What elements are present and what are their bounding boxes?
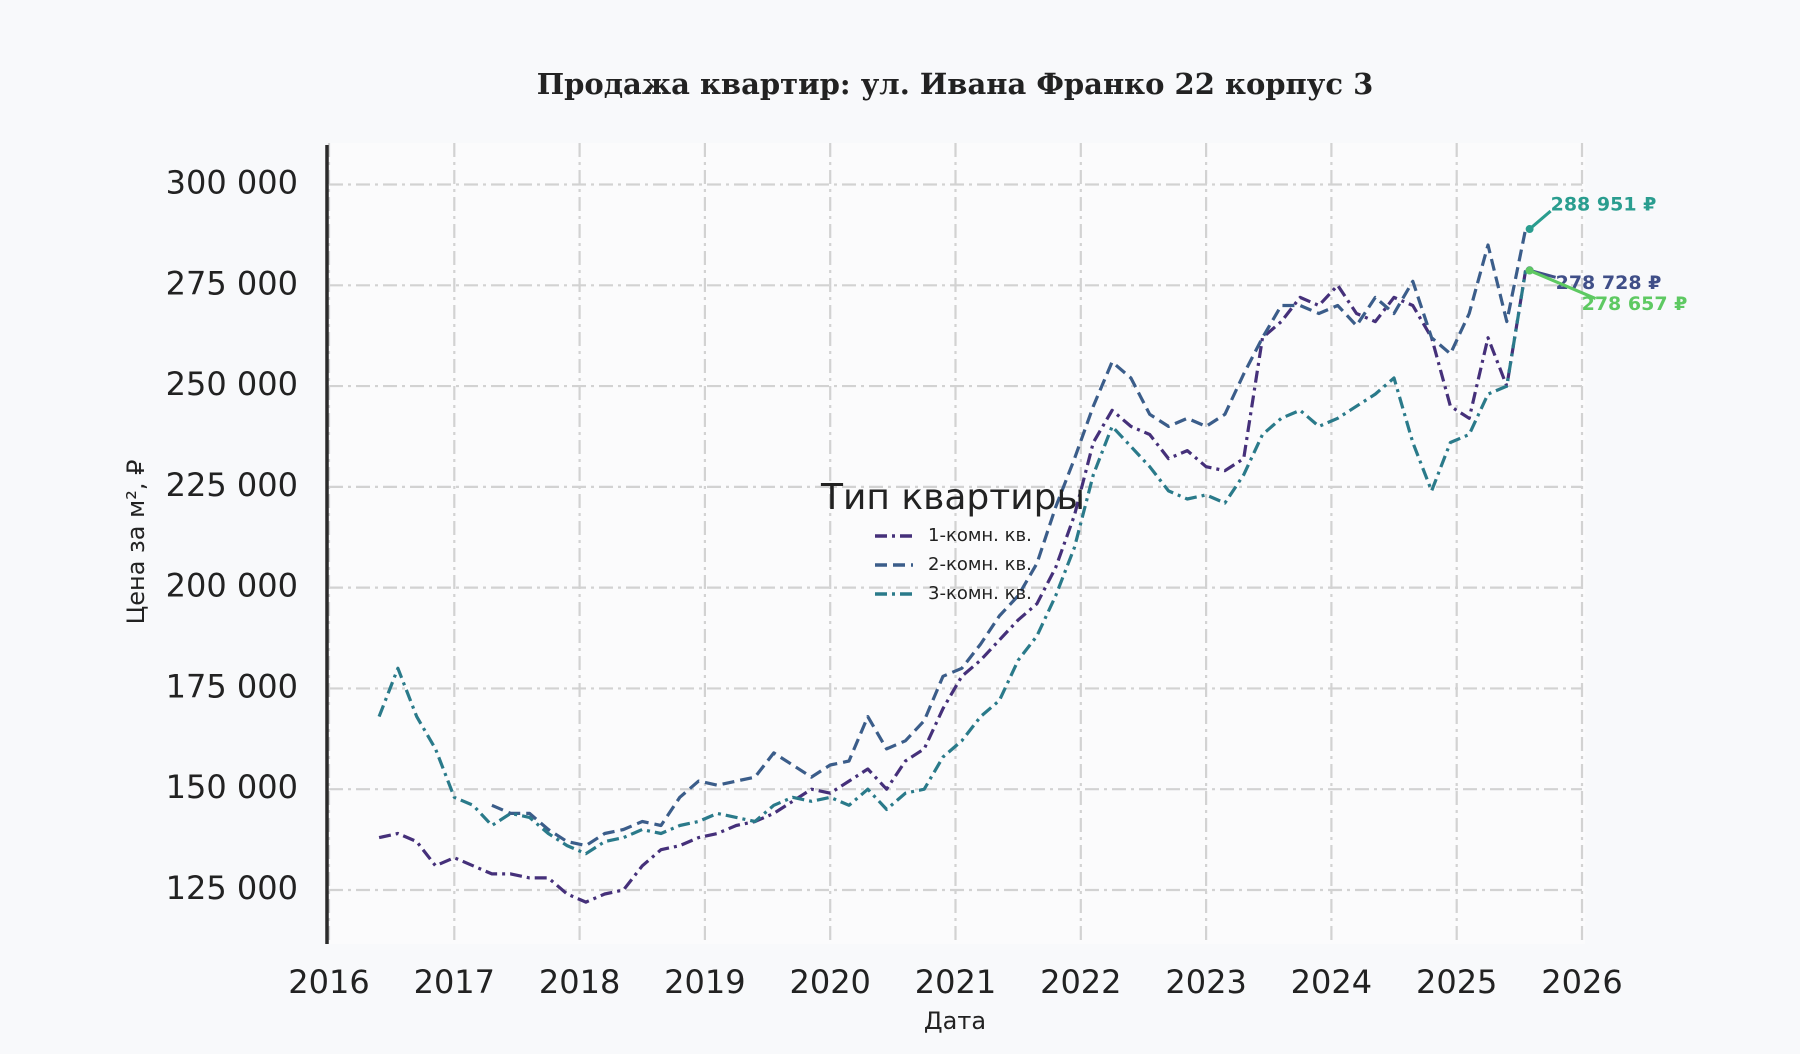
x-tick-label: 2021 (915, 963, 996, 1001)
series-line (377, 270, 1528, 856)
annotation-arrow-head (1525, 225, 1534, 234)
series-line (491, 228, 1528, 848)
annotation-label: 278 728 ₽ (1556, 272, 1662, 294)
x-tick-label: 2019 (664, 963, 745, 1001)
annotation-arrow (1528, 209, 1552, 231)
annotation-label: 288 951 ₽ (1551, 194, 1657, 216)
x-tick-label: 2022 (1040, 963, 1121, 1001)
y-tick-label: 225 000 (166, 466, 298, 504)
x-axis-label: Дата (924, 1007, 986, 1035)
chart-title: Продажа квартир: ул. Ивана Франко 22 кор… (537, 67, 1374, 101)
x-tick-label: 2024 (1291, 963, 1372, 1001)
y-tick-label: 200 000 (166, 567, 298, 605)
y-tick-label: 175 000 (166, 667, 298, 705)
y-tick-label: 275 000 (166, 264, 298, 302)
annotation-label: 278 657 ₽ (1582, 293, 1688, 315)
legend-label: 3-комн. кв. (928, 583, 1032, 604)
legend-label: 2-комн. кв. (928, 554, 1032, 575)
legend-label: 1-комн. кв. (928, 525, 1032, 546)
legend-title: Тип квартиры (820, 477, 1085, 518)
x-tick-label: 2023 (1165, 963, 1246, 1001)
y-tick-label: 125 000 (166, 869, 298, 907)
x-tick-label: 2025 (1416, 963, 1497, 1001)
y-tick-label: 300 000 (166, 164, 298, 202)
annotation-arrow (1529, 269, 1597, 300)
y-tick-label: 150 000 (166, 768, 298, 806)
annotation-arrow-head (1525, 266, 1534, 275)
x-tick-label: 2026 (1541, 963, 1622, 1001)
x-tick-label: 2020 (789, 963, 870, 1001)
y-axis-label: Цена за м², ₽ (122, 460, 150, 625)
x-tick-label: 2016 (288, 963, 369, 1001)
x-tick-label: 2018 (539, 963, 620, 1001)
x-tick-label: 2017 (414, 963, 495, 1001)
y-tick-label: 250 000 (166, 365, 298, 403)
series-line (378, 270, 1528, 904)
